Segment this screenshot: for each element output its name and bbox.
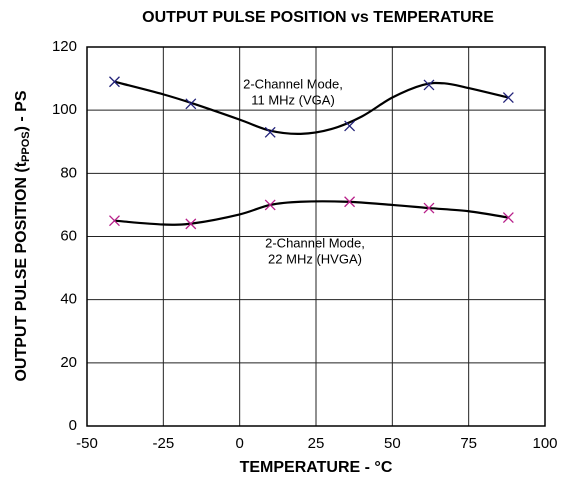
annotation: 2-Channel Mode,22 MHz (HVGA) bbox=[265, 235, 365, 266]
marker bbox=[264, 126, 276, 138]
y-tick-label: 0 bbox=[69, 417, 77, 434]
x-axis-label: TEMPERATURE - °C bbox=[240, 459, 393, 476]
marker bbox=[109, 215, 120, 227]
y-label-part: ) - PS bbox=[13, 90, 30, 131]
y-label-sub: PPOS bbox=[20, 131, 32, 162]
annotation-line: 2-Channel Mode, bbox=[243, 76, 343, 91]
y-tick-label: 40 bbox=[60, 291, 77, 308]
y-label-part: OUTPUT PULSE POSITION (t bbox=[13, 161, 30, 381]
x-tick-label: 100 bbox=[532, 435, 557, 452]
y-tick-label: 60 bbox=[60, 227, 77, 244]
x-tick-label: -25 bbox=[152, 435, 174, 452]
x-tick-label: 75 bbox=[460, 435, 477, 452]
marker bbox=[185, 98, 197, 110]
marker bbox=[502, 92, 514, 103]
y-tick-label: 120 bbox=[52, 38, 77, 55]
x-tick-label: -50 bbox=[76, 435, 98, 452]
annotation-line: 22 MHz (HVGA) bbox=[268, 251, 362, 266]
annotation: 2-Channel Mode,11 MHz (VGA) bbox=[243, 76, 343, 107]
marker bbox=[344, 120, 356, 132]
x-tick-label: 0 bbox=[235, 435, 243, 452]
marker bbox=[344, 196, 356, 208]
annotation-line: 2-Channel Mode, bbox=[265, 235, 365, 250]
x-tick-label: 25 bbox=[308, 435, 325, 452]
marker bbox=[109, 76, 120, 88]
y-axis-label: OUTPUT PULSE POSITION (tPPOS) - PS bbox=[13, 90, 32, 381]
y-tick-label: 80 bbox=[60, 164, 77, 181]
marker bbox=[185, 218, 197, 230]
marker bbox=[264, 199, 276, 211]
marker bbox=[423, 202, 435, 214]
annotation-line: 11 MHz (VGA) bbox=[251, 92, 335, 107]
y-tick-label: 100 bbox=[52, 101, 77, 118]
x-tick-label: 50 bbox=[384, 435, 401, 452]
fit-curve bbox=[114, 200, 509, 226]
plot-frame bbox=[86, 46, 546, 427]
fit-curve bbox=[114, 80, 509, 135]
y-tick-label: 20 bbox=[60, 354, 77, 371]
marker bbox=[423, 79, 435, 91]
marker bbox=[502, 212, 514, 224]
chart-title: OUTPUT PULSE POSITION vs TEMPERATURE bbox=[142, 9, 494, 26]
